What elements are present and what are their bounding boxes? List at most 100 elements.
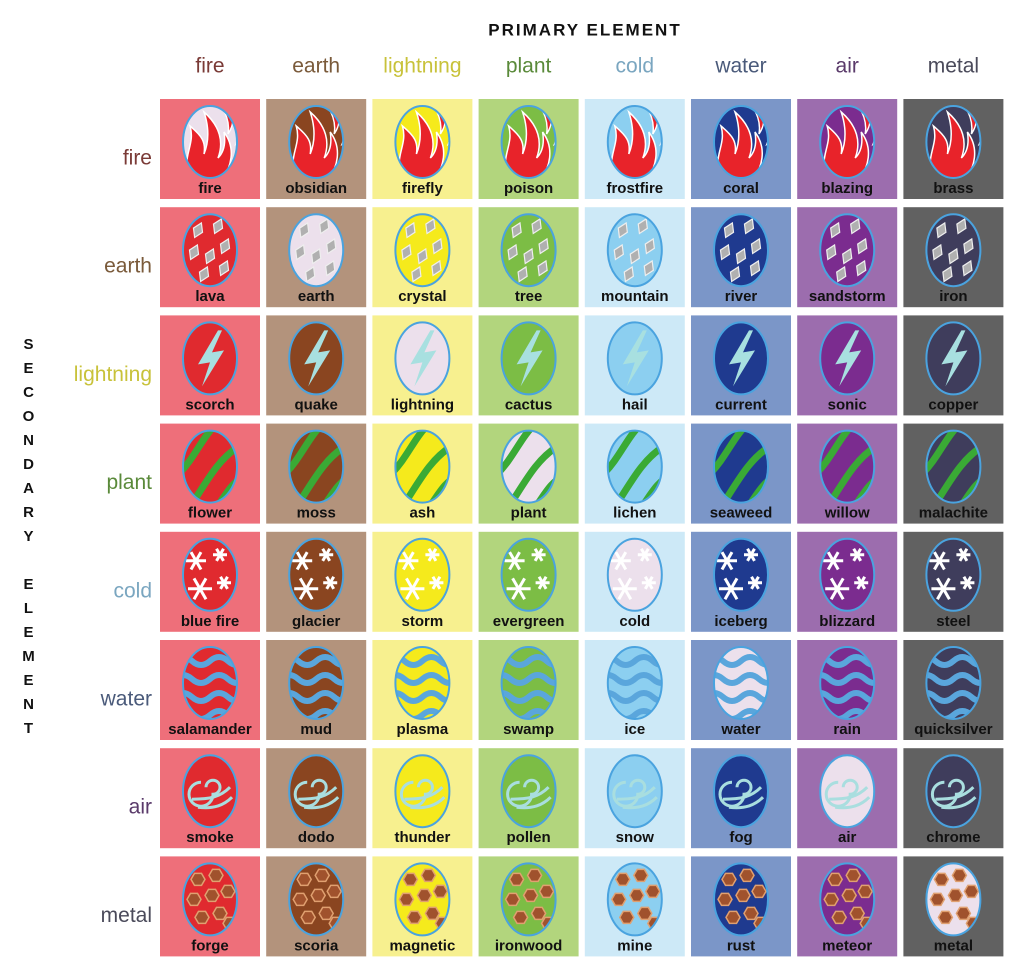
hexagon <box>644 884 661 899</box>
egg-outline <box>925 537 982 612</box>
egg-outline <box>925 646 982 720</box>
egg-outline <box>500 646 557 720</box>
cell: lightning <box>372 315 473 416</box>
diamond <box>637 217 648 235</box>
egg-outline <box>925 321 982 396</box>
egg-outline <box>606 537 663 612</box>
cell-label: cold <box>619 613 650 630</box>
hexagon <box>194 910 210 925</box>
egg-pattern <box>516 330 543 387</box>
egg <box>925 429 982 504</box>
flame <box>292 109 339 178</box>
diamond <box>723 221 735 239</box>
hexagon <box>530 906 547 921</box>
diamond <box>719 243 731 261</box>
egg <box>713 105 769 179</box>
cell-label: pollen <box>507 829 551 846</box>
egg-outline <box>182 321 238 396</box>
cell: rain <box>797 640 898 740</box>
egg-outline <box>500 321 557 396</box>
diamond <box>735 247 747 265</box>
cell: metal <box>903 856 1004 957</box>
flake-arm <box>511 577 526 600</box>
cell-label: cactus <box>505 396 553 413</box>
diamond <box>644 237 655 255</box>
egg <box>819 429 876 504</box>
egg-outline <box>500 105 557 179</box>
egg <box>394 862 451 937</box>
cell: lava <box>160 207 260 308</box>
cell-label: metal <box>934 937 973 954</box>
cell-label: fog <box>729 829 752 846</box>
stripe <box>315 471 344 503</box>
flake-arm <box>746 547 756 562</box>
column-header: water <box>714 55 766 78</box>
egg-outline <box>394 429 451 504</box>
egg-pattern <box>941 330 968 387</box>
flake-arm <box>750 575 760 590</box>
cell: iron <box>903 207 1004 308</box>
swirl <box>622 796 658 810</box>
diamond <box>432 237 443 255</box>
snowflake <box>748 575 762 590</box>
bolt <box>198 330 224 387</box>
hexagon <box>318 906 335 921</box>
egg-outline <box>713 754 769 829</box>
hexagon <box>831 910 848 925</box>
hexagon <box>296 872 313 887</box>
row-header: water <box>100 688 152 711</box>
snowflake <box>319 547 334 562</box>
flake-arm <box>298 577 314 600</box>
egg <box>606 213 663 288</box>
stripe <box>527 471 556 503</box>
hexagon <box>947 888 964 903</box>
egg-pattern <box>729 330 755 387</box>
egg <box>182 862 238 937</box>
snowflake <box>719 577 743 600</box>
snowflake <box>825 577 850 600</box>
cell: cactus <box>478 315 579 416</box>
egg-shell <box>607 755 662 828</box>
snowflake <box>931 577 956 600</box>
hexagon <box>632 868 649 883</box>
egg-pattern <box>506 778 552 810</box>
diamond <box>431 259 442 277</box>
secondary-title: SECONDARY ELEMENT <box>20 336 37 744</box>
hexagon <box>424 906 441 921</box>
egg <box>925 537 982 612</box>
cell: mountain <box>584 207 685 308</box>
cell: steel <box>903 531 1004 632</box>
flake-arm <box>614 551 628 571</box>
cell-label: fire <box>198 180 221 197</box>
cell: ice <box>584 640 685 740</box>
cell: moss <box>266 423 367 524</box>
egg-outline <box>713 429 769 504</box>
cell-label: lava <box>195 288 225 305</box>
cell: meteor <box>797 856 898 957</box>
cell: crystal <box>372 207 473 308</box>
wave <box>501 672 556 686</box>
wave <box>926 672 981 686</box>
cell-label: swamp <box>503 721 554 738</box>
snowflake <box>960 575 975 590</box>
flake-arm <box>215 547 225 562</box>
cell: seaweed <box>691 423 791 524</box>
egg-outline <box>606 321 663 396</box>
egg-pattern <box>187 778 234 810</box>
hexagon <box>618 910 635 925</box>
hexagon <box>508 872 525 887</box>
cell-label: lightning <box>391 396 454 413</box>
hexagon <box>416 888 433 903</box>
cell: smoke <box>160 748 260 849</box>
hexagon <box>300 910 317 925</box>
egg <box>925 862 982 937</box>
cell-label: magnetic <box>389 937 455 954</box>
flame <box>504 109 551 178</box>
hexagon <box>208 868 224 883</box>
cell: malachite <box>903 423 1004 524</box>
egg-pattern <box>612 778 658 810</box>
cell: mine <box>584 856 685 957</box>
stripe <box>183 430 221 478</box>
cell: salamander <box>160 640 260 740</box>
cell: poison <box>478 99 579 199</box>
